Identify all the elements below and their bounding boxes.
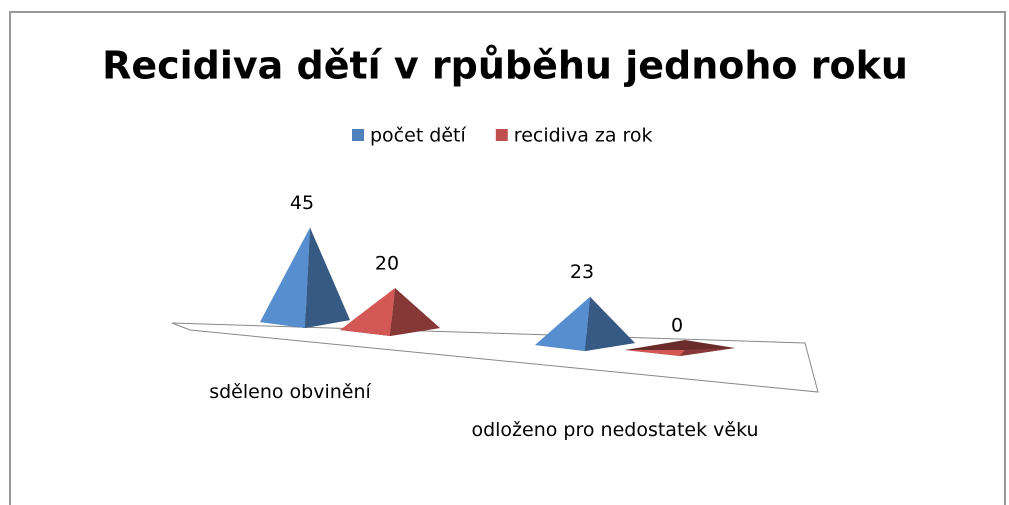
pyramid-face (340, 288, 395, 336)
pyramid-face (625, 350, 685, 356)
value-label: 0 (671, 315, 683, 337)
legend-label: počet dětí (370, 125, 467, 147)
value-label: 45 (290, 192, 314, 214)
pyramid (535, 296, 635, 351)
legend-label: recidiva za rok (514, 125, 653, 147)
value-label: 23 (570, 261, 594, 283)
pyramid-face (680, 348, 735, 356)
pyramid-face (305, 227, 350, 328)
category-label: odloženo pro nedostatek věku (471, 419, 759, 441)
pyramid-face (585, 296, 635, 351)
pyramid (625, 340, 735, 356)
legend-swatch (352, 129, 364, 141)
chart-title: Recidiva dětí v rpůběhu jednoho roku (102, 44, 908, 88)
legend-swatch (495, 129, 508, 141)
pyramid (260, 227, 350, 328)
category-label: sděleno obvinění (209, 381, 371, 403)
pyramid-face (390, 288, 440, 336)
pyramid (340, 288, 440, 336)
value-label: 20 (375, 253, 399, 275)
pyramid-face (535, 296, 590, 351)
chart-border (9, 11, 1006, 505)
pyramid-face (260, 227, 310, 328)
